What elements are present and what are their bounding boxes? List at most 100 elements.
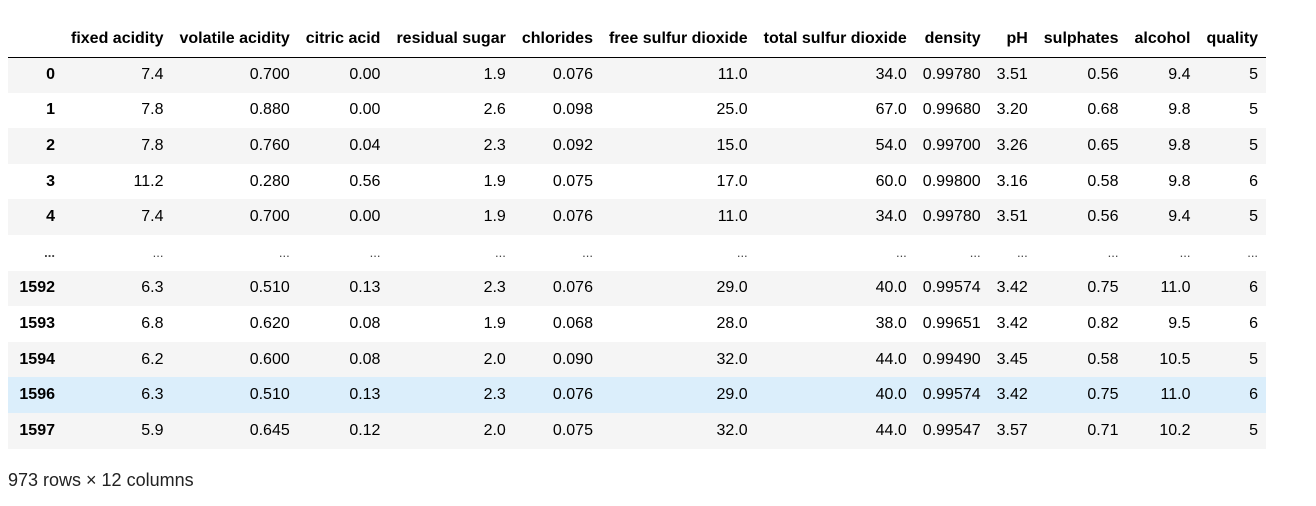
table-cell: 67.0	[875, 101, 907, 119]
table-cell: 60.0	[875, 172, 907, 190]
column-header: fixed acidity	[63, 22, 172, 58]
table-cell: 0.75	[1087, 386, 1119, 404]
table-cell: 9.4	[1168, 208, 1191, 226]
table-cell: 0.99574	[922, 386, 981, 404]
table-cell: 0.075	[552, 172, 593, 190]
table-cell: 5.9	[141, 421, 164, 439]
dataframe-shape-label: 973 rows × 12 columns	[8, 470, 194, 490]
table-cell: 44.0	[875, 350, 907, 368]
column-header: density	[914, 22, 989, 58]
table-cell: 0.098	[552, 101, 593, 119]
table-cell: 7.8	[141, 136, 164, 154]
table-cell: 0.076	[552, 279, 593, 297]
table-cell: 0.760	[249, 136, 290, 154]
table-cell: 0.99800	[922, 172, 981, 190]
table-cell: 3.26	[996, 136, 1028, 154]
table-cell: 0.700	[249, 66, 290, 84]
table-cell: 29.0	[716, 279, 748, 297]
table-cell: 0.99700	[922, 136, 981, 154]
table-row: 1593 6.8 0.620 0.08 1.9 0.068 28.0 38.0 0.99651 3…	[8, 306, 1267, 342]
table-cell: 3.45	[996, 350, 1028, 368]
table-cell: 0.58	[1087, 172, 1119, 190]
table-cell: 6.3	[141, 386, 164, 404]
table-cell: 5	[1249, 136, 1259, 154]
table-cell: 0.99651	[922, 314, 981, 332]
table-cell: 44.0	[875, 421, 907, 439]
table-cell: 0.090	[552, 350, 593, 368]
table-cell: 2.3	[483, 279, 506, 297]
table-row: 1596 6.3 0.510 0.13 2.3 0.076 29.0 40.0 0.99574 3…	[8, 377, 1267, 413]
table-cell: 6.8	[141, 314, 164, 332]
column-header: sulphates	[1035, 22, 1127, 58]
table-cell: 15.0	[716, 136, 748, 154]
table-cell: 2.3	[483, 136, 506, 154]
table-cell: 6	[1249, 279, 1259, 297]
table-cell: 11.2	[133, 172, 164, 190]
table-cell: 9.4	[1168, 66, 1191, 84]
table-cell: 0.510	[249, 386, 290, 404]
table-cell: ...	[494, 245, 506, 261]
table-cell: 11.0	[717, 208, 748, 226]
table-cell: 3.42	[996, 314, 1028, 332]
table-cell: 11.0	[717, 66, 748, 84]
table-cell: 0.645	[249, 421, 290, 439]
table-cell: 5	[1249, 101, 1259, 119]
table-cell: 0.13	[349, 279, 381, 297]
table-cell: 0.076	[552, 208, 593, 226]
table-cell: 0.08	[349, 314, 381, 332]
table-row: 0 7.4 0.700 0.00 1.9 0.076 11.0 34.0 0.99780 3.51…	[8, 57, 1267, 93]
column-header: free sulfur dioxide	[600, 22, 756, 58]
table-cell: 0.00	[349, 101, 381, 119]
table-cell: 2.0	[483, 350, 506, 368]
table-cell: 0.075	[552, 421, 593, 439]
table-cell: 0.99780	[922, 208, 981, 226]
row-index: 1592	[19, 279, 55, 297]
table-cell: 5	[1249, 66, 1259, 84]
table-cell: 0.620	[249, 314, 290, 332]
table-cell: 3.51	[996, 66, 1028, 84]
table-cell: 0.04	[349, 136, 381, 154]
table-cell: 32.0	[716, 350, 748, 368]
table-cell: 11.0	[1160, 386, 1191, 404]
table-cell: 0.99680	[922, 101, 981, 119]
table-cell: 32.0	[716, 421, 748, 439]
table-cell: 0.68	[1087, 101, 1119, 119]
table-cell: 34.0	[875, 208, 907, 226]
table-cell: 0.82	[1087, 314, 1119, 332]
row-index: 3	[46, 172, 55, 190]
table-cell: 5	[1249, 421, 1259, 439]
column-header: quality	[1198, 22, 1267, 58]
column-header: chlorides	[513, 22, 601, 58]
row-index: 1	[46, 101, 55, 119]
table-cell: 2.3	[483, 386, 506, 404]
table-cell: 17.0	[716, 172, 748, 190]
table-cell: 0.58	[1087, 350, 1119, 368]
table-cell: 0.076	[552, 66, 593, 84]
table-cell: 3.51	[996, 208, 1028, 226]
table-row: 3 11.2 0.280 0.56 1.9 0.075 17.0 60.0 0.99800 3.1…	[8, 163, 1267, 200]
table-cell: 54.0	[875, 136, 907, 154]
column-header: total sulfur dioxide	[755, 22, 915, 58]
table-cell: ...	[369, 245, 381, 261]
table-cell: 0.99490	[922, 350, 981, 368]
table-cell: 0.12	[349, 421, 381, 439]
row-index: 1593	[19, 314, 55, 332]
table-cell: 9.8	[1168, 136, 1191, 154]
dataframe-output: fixed acidity volatile acidity citric acid…	[8, 22, 1267, 449]
table-cell: 1.9	[483, 208, 506, 226]
table-cell: 1.9	[483, 314, 506, 332]
table-cell: 0.99574	[922, 279, 981, 297]
table-cell: ...	[1247, 245, 1259, 261]
dataframe-table: fixed acidity volatile acidity citric acid…	[8, 22, 1267, 449]
table-cell: 2.6	[483, 101, 506, 119]
table-cell: 6.2	[141, 350, 164, 368]
row-index: 4	[46, 208, 55, 226]
table-cell: 2.0	[483, 421, 506, 439]
row-index: 1596	[19, 386, 55, 404]
table-cell: ...	[152, 245, 164, 261]
column-header: alcohol	[1126, 22, 1199, 58]
table-cell: 0.99547	[922, 421, 981, 439]
column-header: volatile acidity	[171, 22, 298, 58]
table-cell: 0.510	[249, 279, 290, 297]
table-cell: 3.20	[996, 101, 1028, 119]
